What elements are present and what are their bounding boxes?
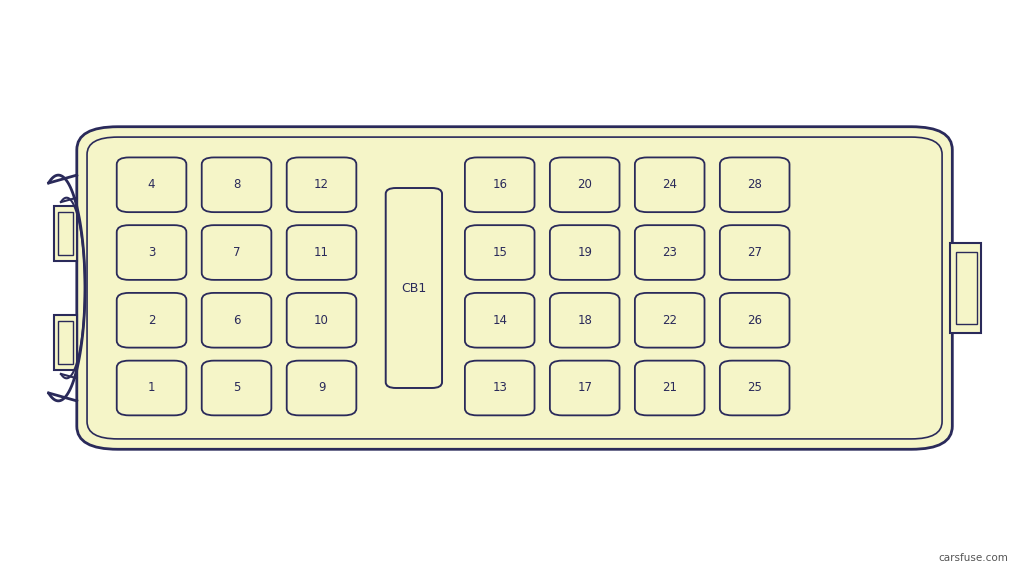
FancyBboxPatch shape <box>720 157 790 212</box>
FancyBboxPatch shape <box>635 225 705 280</box>
FancyBboxPatch shape <box>287 361 356 415</box>
FancyBboxPatch shape <box>720 225 790 280</box>
Text: 20: 20 <box>578 179 592 191</box>
Bar <box>950 243 981 333</box>
FancyBboxPatch shape <box>287 293 356 347</box>
FancyBboxPatch shape <box>386 188 442 388</box>
Text: 16: 16 <box>493 179 507 191</box>
Bar <box>54 206 77 260</box>
Text: 28: 28 <box>748 179 762 191</box>
Text: 3: 3 <box>147 246 156 259</box>
Text: 25: 25 <box>748 381 762 395</box>
Text: 22: 22 <box>663 314 677 327</box>
Text: 5: 5 <box>232 381 241 395</box>
FancyBboxPatch shape <box>287 225 356 280</box>
FancyBboxPatch shape <box>202 361 271 415</box>
FancyBboxPatch shape <box>550 157 620 212</box>
FancyBboxPatch shape <box>465 157 535 212</box>
Bar <box>54 316 77 370</box>
FancyBboxPatch shape <box>117 157 186 212</box>
Text: 24: 24 <box>663 179 677 191</box>
FancyBboxPatch shape <box>77 127 952 449</box>
FancyBboxPatch shape <box>550 293 620 347</box>
Text: 10: 10 <box>314 314 329 327</box>
Text: 2: 2 <box>147 314 156 327</box>
Text: 21: 21 <box>663 381 677 395</box>
FancyBboxPatch shape <box>720 293 790 347</box>
Text: carsfuse.com: carsfuse.com <box>939 554 1009 563</box>
Text: 23: 23 <box>663 246 677 259</box>
FancyBboxPatch shape <box>117 225 186 280</box>
Text: 9: 9 <box>317 381 326 395</box>
FancyBboxPatch shape <box>635 157 705 212</box>
Text: 7: 7 <box>232 246 241 259</box>
Bar <box>58 211 73 255</box>
FancyBboxPatch shape <box>287 157 356 212</box>
FancyBboxPatch shape <box>117 361 186 415</box>
FancyBboxPatch shape <box>202 157 271 212</box>
FancyBboxPatch shape <box>465 361 535 415</box>
Text: 11: 11 <box>314 246 329 259</box>
FancyBboxPatch shape <box>117 293 186 347</box>
Text: 14: 14 <box>493 314 507 327</box>
FancyBboxPatch shape <box>550 361 620 415</box>
Text: 12: 12 <box>314 179 329 191</box>
Text: 8: 8 <box>232 179 241 191</box>
Bar <box>956 252 977 324</box>
Text: CB1: CB1 <box>401 282 427 294</box>
Text: 26: 26 <box>748 314 762 327</box>
FancyBboxPatch shape <box>202 225 271 280</box>
Text: 15: 15 <box>493 246 507 259</box>
FancyBboxPatch shape <box>202 293 271 347</box>
Bar <box>58 321 73 365</box>
FancyBboxPatch shape <box>635 361 705 415</box>
Text: 17: 17 <box>578 381 592 395</box>
FancyBboxPatch shape <box>550 225 620 280</box>
FancyBboxPatch shape <box>465 225 535 280</box>
FancyBboxPatch shape <box>465 293 535 347</box>
Text: 6: 6 <box>232 314 241 327</box>
Text: 19: 19 <box>578 246 592 259</box>
Text: 13: 13 <box>493 381 507 395</box>
Text: 27: 27 <box>748 246 762 259</box>
Text: 4: 4 <box>147 179 156 191</box>
Text: 18: 18 <box>578 314 592 327</box>
FancyBboxPatch shape <box>720 361 790 415</box>
FancyBboxPatch shape <box>635 293 705 347</box>
Text: 1: 1 <box>147 381 156 395</box>
